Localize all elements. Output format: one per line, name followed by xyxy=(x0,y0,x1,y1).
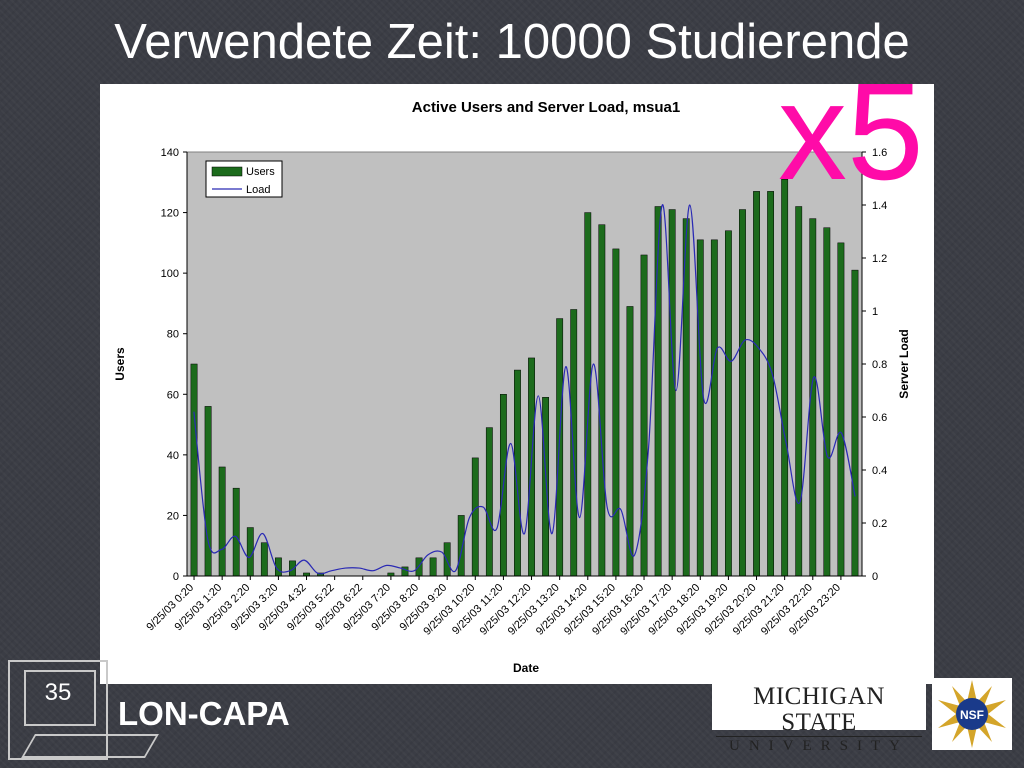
load-line-group xyxy=(193,204,856,575)
users-bar xyxy=(767,191,775,577)
users-bar xyxy=(429,557,437,577)
msu-logo-rule xyxy=(716,736,922,737)
y2-tick-label: 0 xyxy=(872,571,878,583)
decorative-frame-bar xyxy=(21,734,159,758)
slide-number: 35 xyxy=(44,679,72,706)
users-bar xyxy=(443,542,451,577)
michigan-state-logo: MICHIGAN STATE UNIVERSITY xyxy=(712,684,926,754)
x5-overlay-text: x5 xyxy=(778,55,924,209)
y-tick-labels: 0 20 40 60 80 100 120 140 xyxy=(161,147,179,583)
users-bar xyxy=(260,542,268,577)
y2-tick-label: 0.6 xyxy=(872,412,887,424)
users-bar xyxy=(457,515,465,577)
y-axis-label: Users xyxy=(113,347,127,381)
users-bar xyxy=(710,239,718,577)
users-bar xyxy=(190,363,198,577)
chart-title: Active Users and Server Load, msua1 xyxy=(412,99,680,116)
msu-logo-line1: MICHIGAN STATE xyxy=(753,683,885,736)
y2-tick-label: 1 xyxy=(872,306,878,318)
chart: Active Users and Server Load, msua1 0 20 4… xyxy=(113,99,911,675)
users-bar xyxy=(724,230,732,577)
y2-tick-labels: 0 0.2 0.4 0.6 0.8 1 1.2 1.4 1.6 xyxy=(872,147,887,583)
users-bar xyxy=(781,179,789,577)
users-bar xyxy=(640,254,648,577)
users-bar xyxy=(542,397,550,577)
y-tick-label: 100 xyxy=(161,268,179,280)
users-bar xyxy=(204,406,212,577)
y-tick-label: 0 xyxy=(173,571,179,583)
y2-tick-label: 0.2 xyxy=(872,518,887,530)
users-bar xyxy=(795,206,803,577)
lon-capa-brand: LON-CAPA xyxy=(118,695,290,732)
decorative-frame-inner xyxy=(24,670,96,726)
y-tick-label: 80 xyxy=(167,329,179,341)
users-bar xyxy=(851,269,859,577)
x-tick-labels: 9/25/03 0:209/25/03 1:209/25/03 2:209/25… xyxy=(144,582,843,638)
chart-panel: Active Users and Server Load, msua1 0 20 4… xyxy=(100,84,934,684)
users-bar xyxy=(753,191,760,577)
y-tick-label: 120 xyxy=(161,208,179,220)
y2-tick-label: 1.2 xyxy=(872,253,887,265)
users-bar xyxy=(739,209,746,577)
users-bar xyxy=(570,309,578,577)
users-bars xyxy=(190,179,859,577)
users-bar xyxy=(696,239,704,577)
x-tick-label: 9/25/03 23:20 xyxy=(787,582,843,638)
x-axis-label: Date xyxy=(513,661,539,675)
legend-users-label: Users xyxy=(246,166,275,178)
y-tick-label: 20 xyxy=(167,510,179,522)
users-bar xyxy=(598,224,606,577)
decorative-frame-outer xyxy=(8,660,108,760)
legend-users-swatch xyxy=(211,166,243,177)
nsf-logo: NSF xyxy=(932,678,1012,750)
users-bar xyxy=(232,487,240,577)
axes xyxy=(183,151,866,580)
slide-title: Verwendete Zeit: 10000 Studierende xyxy=(114,15,910,69)
users-bar xyxy=(218,466,226,577)
msu-logo-line2: UNIVERSITY xyxy=(729,738,909,754)
users-bar xyxy=(837,242,845,577)
y-tick-label: 40 xyxy=(167,450,179,462)
users-bar xyxy=(823,227,831,577)
users-bar xyxy=(612,248,620,577)
users-bar xyxy=(485,427,493,577)
y-tick-label: 140 xyxy=(161,147,179,159)
users-bar xyxy=(471,457,479,577)
load-line xyxy=(193,204,856,575)
users-bar xyxy=(626,306,634,577)
y2-tick-label: 1.6 xyxy=(872,147,887,159)
y2-axis-label: Server Load xyxy=(897,329,911,398)
users-bar xyxy=(556,318,564,577)
y2-tick-label: 0.8 xyxy=(872,359,887,371)
users-bar xyxy=(289,560,296,577)
y2-tick-label: 0.4 xyxy=(872,465,887,477)
plot-area xyxy=(186,151,863,577)
nsf-logo-text: NSF xyxy=(960,708,984,722)
y2-tick-label: 1.4 xyxy=(872,200,887,212)
y-tick-label: 60 xyxy=(167,389,179,401)
legend-load-label: Load xyxy=(246,184,270,196)
users-bar xyxy=(668,209,676,577)
legend: Users Load xyxy=(205,160,283,198)
nsf-emblem-icon: NSF xyxy=(938,680,1006,748)
nsf-globe-icon xyxy=(956,698,988,730)
